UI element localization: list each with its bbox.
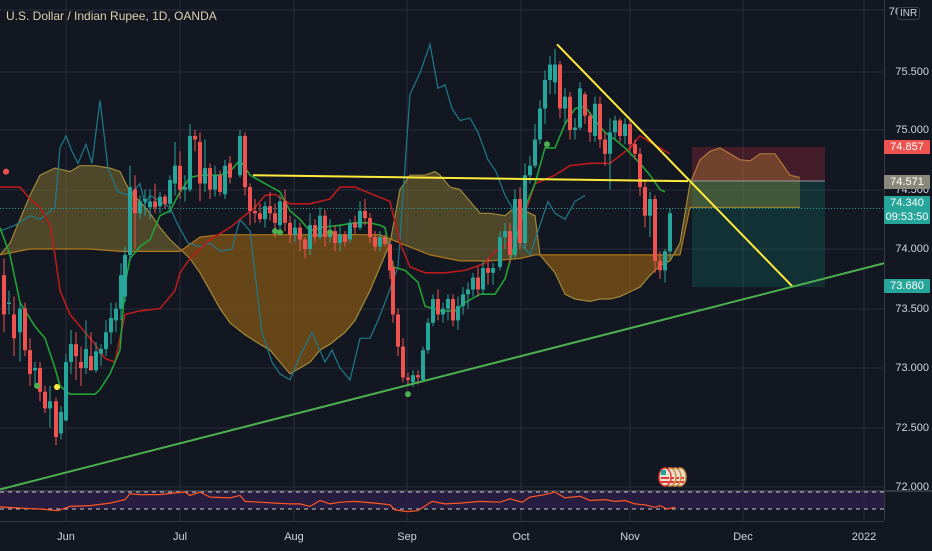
chart-title: U.S. Dollar / Indian Rupee, 1D, OANDA <box>6 9 217 23</box>
ichimoku-cloud <box>0 147 801 375</box>
price-axis-label: 74.000 <box>895 243 929 255</box>
price-axis-label: 75.000 <box>895 124 929 136</box>
currency-badge[interactable]: INR <box>897 7 921 20</box>
rsi-pane <box>0 490 932 513</box>
signal-dots <box>3 141 550 398</box>
trendlines[interactable] <box>0 43 885 491</box>
time-axis-label: Oct <box>512 531 530 543</box>
time-axis[interactable]: Jun Jul Aug Sep Oct Nov Dec 2022 <box>0 521 884 551</box>
us-flag-events-icon[interactable] <box>657 466 691 488</box>
price-axis-label: 73.000 <box>895 362 929 374</box>
time-axis-label: 2022 <box>851 531 877 543</box>
horizontal-resistance-line <box>252 174 689 183</box>
price-axis-label: 72.000 <box>895 481 929 493</box>
indicator-lines <box>0 41 884 395</box>
current-price-tag: 74.340 09:53:50 <box>884 196 930 224</box>
current-price-value: 74.340 <box>890 197 924 209</box>
short-position-tool[interactable] <box>692 147 825 288</box>
entry-price-tag: 74.571 <box>884 175 930 189</box>
stop-price-tag: 74.857 <box>884 140 930 154</box>
target-price-tag: 73.680 <box>884 279 930 293</box>
descending-resistance-line <box>556 43 794 288</box>
bar-countdown: 09:53:50 <box>885 211 929 223</box>
price-axis[interactable]: 76 75.500 75.000 74.500 74.000 73.500 73.000 72… <box>884 0 932 520</box>
time-axis-label: Sep <box>397 531 417 543</box>
time-axis-label: Jul <box>172 531 188 543</box>
price-axis-label: 75.500 <box>895 66 929 78</box>
price-axis-label: 73.500 <box>895 303 929 315</box>
time-axis-label: Aug <box>284 531 304 543</box>
price-axis-label: 72.500 <box>895 422 929 434</box>
time-axis-label: Nov <box>620 531 640 543</box>
ascending-support-line <box>0 262 885 491</box>
time-axis-label: Jun <box>57 531 75 543</box>
time-axis-label: Dec <box>733 531 753 543</box>
